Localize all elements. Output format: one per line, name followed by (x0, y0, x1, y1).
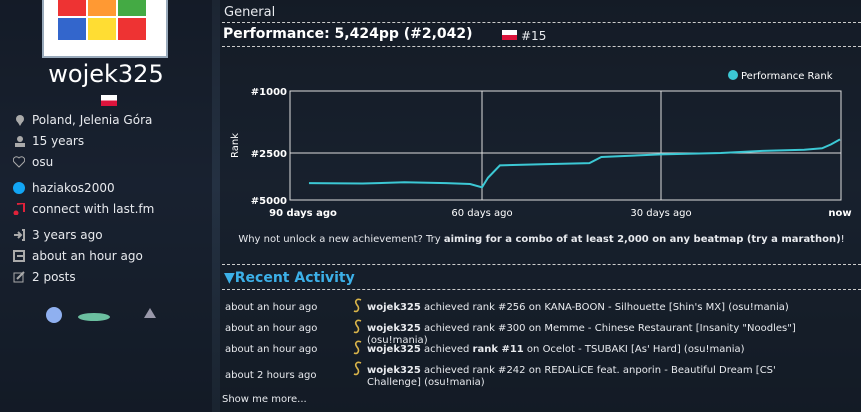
activity-desc: on Ocelot - TSUBAKI [As' Hard] (osu!mani… (523, 344, 745, 355)
divider (222, 289, 861, 290)
activity-time: about 2 hours ago (225, 370, 317, 381)
activity-desc: achieved (420, 344, 473, 355)
activity-row: about an hour ago wojek325 achieved rank … (225, 319, 855, 351)
divider (222, 264, 861, 265)
activity-desc: achieved rank #242 on REDALiCE feat. anp… (367, 365, 776, 388)
username: wojek325 (48, 60, 164, 88)
flag (502, 30, 517, 40)
activity-text: wojek325 achieved rank #11 on Ocelot - T… (367, 344, 827, 356)
activity-time: about an hour ago (225, 302, 318, 313)
activity-row: about an hour ago wojek325 achieved rank … (225, 298, 855, 330)
x-tick-label: 60 days ago (451, 208, 512, 219)
y-tick-label: #2500 (251, 149, 287, 160)
rank-icon (353, 319, 362, 334)
rank-icon (353, 361, 362, 376)
activity-desc: achieved rank #300 on Memme - Chinese Re… (367, 323, 796, 346)
activity-time: about an hour ago (225, 323, 318, 334)
location: Poland, Jelenia Góra (32, 113, 153, 127)
activity-user[interactable]: wojek325 (367, 365, 421, 376)
y-axis-label: Rank (230, 133, 241, 158)
rank-line (308, 138, 841, 189)
badges (46, 307, 156, 323)
legend-marker (728, 70, 738, 80)
show-more[interactable]: Show me more... (222, 394, 307, 405)
activity-user[interactable]: wojek325 (367, 344, 421, 355)
divider (222, 22, 861, 23)
posts-icon (13, 271, 25, 283)
age: 15 years (32, 134, 85, 148)
interests-icon (13, 156, 25, 168)
country-rank: #15 (521, 29, 547, 43)
activity-text: wojek325 achieved rank #300 on Memme - C… (367, 323, 827, 347)
section-title: General (224, 5, 276, 20)
avatar (42, 0, 168, 58)
achievement: Why not unlock a new achievement? Try ai… (222, 234, 861, 245)
joined-icon (14, 229, 25, 241)
joined: 3 years ago (32, 228, 103, 242)
flag (101, 95, 117, 106)
activity-text: wojek325 achieved rank #256 on KANA-BOON… (367, 302, 827, 314)
sidebar: wojek325 Poland, Jelenia Góra 15 years o… (0, 0, 212, 412)
rank-icon (353, 298, 362, 313)
rank-s (353, 319, 362, 334)
skype-icon (13, 182, 25, 194)
main-panel (220, 0, 861, 412)
location-icon (16, 115, 24, 126)
x-tick-label: 30 days ago (630, 208, 691, 219)
x-tick-label: now (828, 208, 851, 219)
lastfm-icon (13, 203, 25, 215)
lastfm: connect with last.fm (32, 202, 155, 216)
performance: Performance: 5,424pp (#2,042) (223, 26, 473, 42)
divider (222, 46, 861, 47)
achievement-text: Why not unlock a new achievement? Try (238, 234, 444, 245)
activity-user[interactable]: wojek325 (367, 323, 421, 334)
activity-desc: achieved rank #256 on KANA-BOON - Silhou… (420, 302, 789, 313)
activity-row: about 2 hours ago wojek325 achieved rank … (225, 361, 855, 393)
legend-label: Performance Rank (741, 71, 833, 82)
last-active: about an hour ago (32, 249, 143, 263)
posts: 2 posts (32, 270, 76, 284)
activity-text: wojek325 achieved rank #242 on REDALiCE … (367, 365, 827, 389)
rank-s (353, 340, 362, 355)
rank-icon (353, 340, 362, 355)
activity-time: about an hour ago (225, 344, 318, 355)
skype: haziakos2000 (32, 181, 115, 195)
active-icon (13, 250, 25, 262)
y-tick-label: #1000 (251, 87, 287, 98)
y-tick-label: #5000 (251, 196, 287, 207)
activity-rank: rank #11 (472, 344, 524, 355)
age-icon (15, 136, 25, 147)
recent-activity-title[interactable]: ▼Recent Activity (224, 270, 355, 286)
interests: osu (32, 155, 54, 169)
activity-row: about an hour ago wojek325 achieved rank … (225, 340, 855, 372)
achievement-text: ! (840, 234, 845, 245)
achievement-goal: aiming for a combo of at least 2,000 on … (443, 234, 841, 245)
rank-s (353, 298, 362, 313)
x-tick-label: 90 days ago (269, 208, 337, 219)
rank-s (353, 361, 362, 376)
activity-user[interactable]: wojek325 (367, 302, 421, 313)
